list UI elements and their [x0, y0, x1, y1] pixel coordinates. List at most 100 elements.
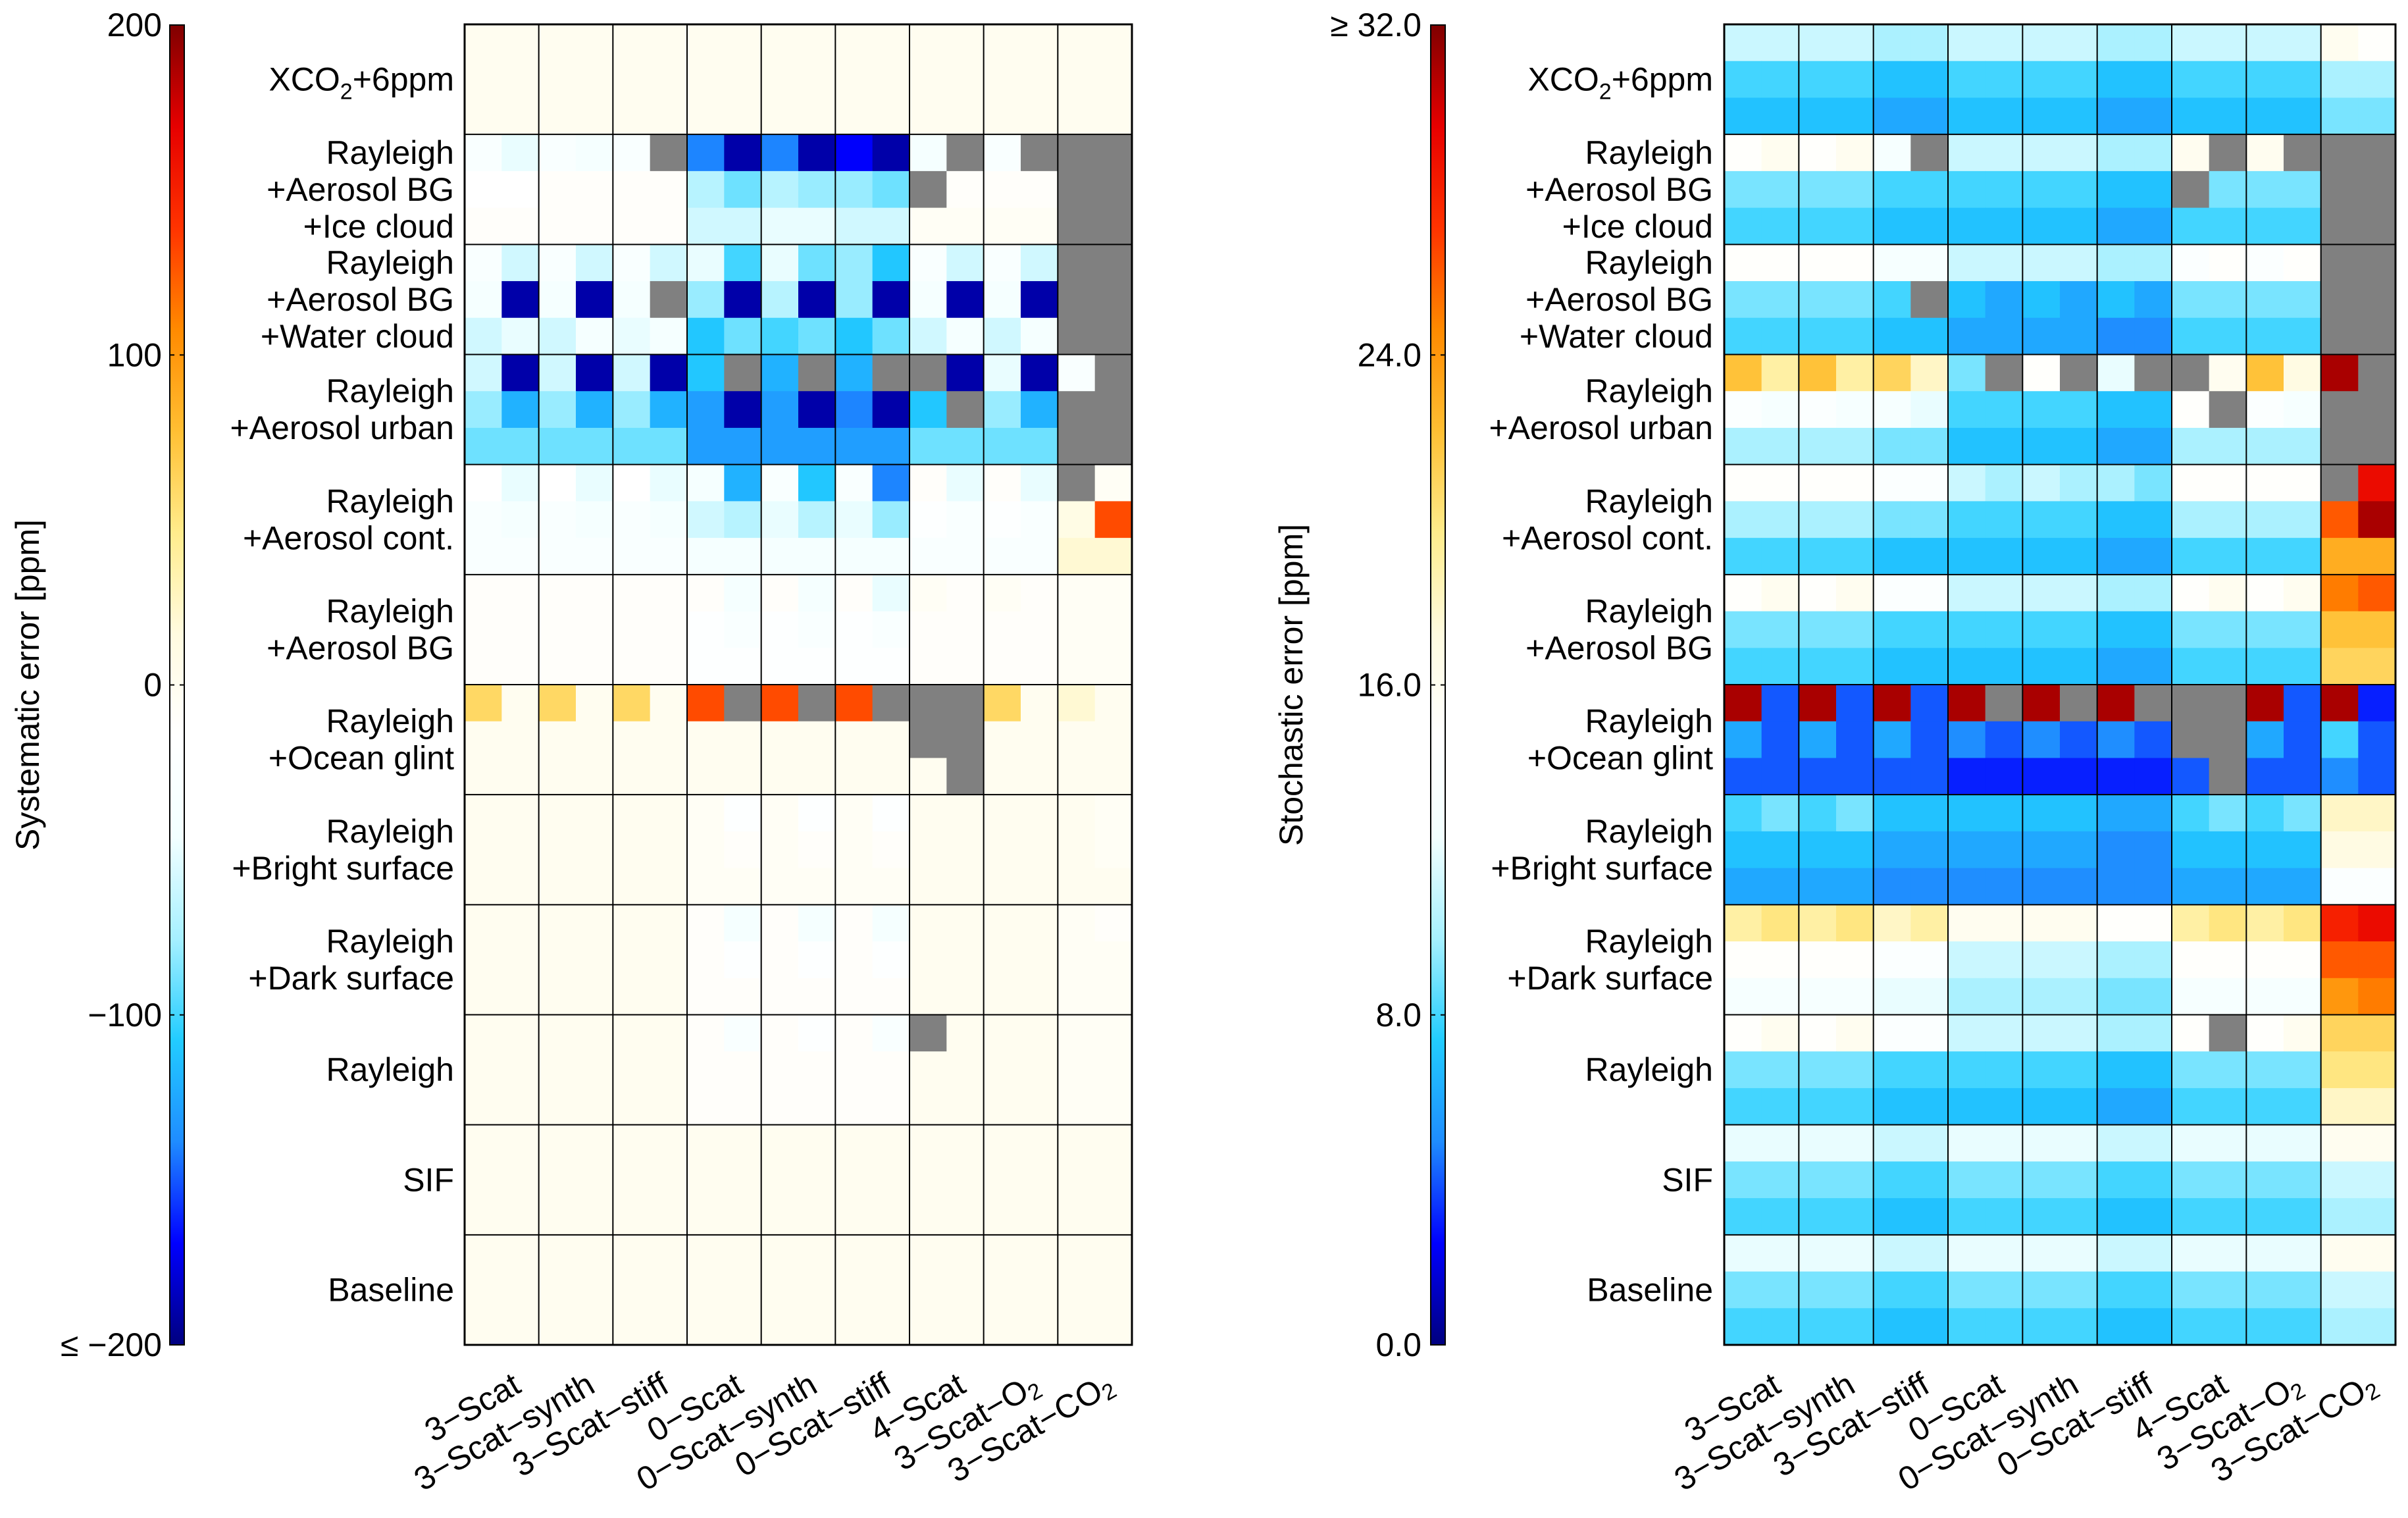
stochastic-cell	[1836, 244, 1874, 282]
stochastic-cell	[2358, 758, 2396, 795]
stochastic-cell	[1873, 134, 1911, 172]
stochastic-cell	[2209, 1308, 2247, 1346]
stochastic-cell	[1985, 427, 2023, 465]
stochastic-cell	[2246, 464, 2284, 502]
stochastic-cell	[1910, 134, 1949, 172]
systematic-cell	[835, 1198, 873, 1236]
systematic-cell	[1094, 831, 1133, 869]
systematic-cell	[983, 464, 1021, 502]
systematic-cell	[761, 978, 799, 1016]
stochastic-cell	[2134, 941, 2172, 979]
systematic-cell	[983, 978, 1021, 1016]
systematic-cell	[946, 1087, 985, 1126]
systematic-cell	[501, 1161, 540, 1199]
systematic-cell	[501, 464, 540, 502]
systematic-cell	[538, 574, 576, 612]
systematic-cell	[650, 1234, 688, 1272]
systematic-cell	[761, 904, 799, 942]
systematic-cell	[835, 1124, 873, 1162]
systematic-cell	[798, 1234, 836, 1272]
systematic-cell	[465, 978, 502, 1016]
systematic-cell	[538, 648, 576, 685]
systematic-cell	[872, 611, 910, 648]
stochastic-cell	[1724, 61, 1762, 99]
systematic-cell	[576, 721, 613, 759]
systematic-cell	[835, 648, 873, 685]
stochastic-cell	[1910, 574, 1949, 612]
systematic-cell	[613, 170, 651, 209]
stochastic-cell	[1873, 1198, 1911, 1236]
stochastic-cell	[2320, 61, 2359, 99]
systematic-cell	[761, 354, 799, 392]
systematic-cell	[1058, 1014, 1096, 1052]
systematic-cell	[946, 1051, 985, 1089]
systematic-cell	[872, 868, 910, 905]
systematic-cell	[1058, 464, 1096, 502]
systematic-cell	[724, 868, 762, 905]
stochastic-cell	[1799, 648, 1837, 685]
systematic-cell	[576, 1124, 613, 1162]
systematic-cell	[613, 1198, 651, 1236]
systematic-cell	[538, 611, 576, 648]
stochastic-cell	[2246, 1087, 2284, 1126]
stochastic-cell	[1948, 574, 1986, 612]
stochastic-cell	[2358, 281, 2396, 319]
systematic-cell	[650, 501, 688, 538]
stochastic-cell	[2097, 1014, 2135, 1052]
systematic-cell	[650, 1198, 688, 1236]
stochastic-cell	[2097, 61, 2135, 99]
stochastic-cell	[2022, 391, 2061, 429]
systematic-cell	[687, 134, 725, 172]
stochastic-cell	[1910, 1161, 1949, 1199]
stochastic-cell	[1799, 391, 1837, 429]
stochastic-cell	[1724, 941, 1762, 979]
stochastic-cell	[1799, 61, 1837, 99]
systematic-cell	[1094, 685, 1133, 722]
systematic-cell	[501, 868, 540, 905]
systematic-cell	[724, 721, 762, 759]
stochastic-cell	[2134, 501, 2172, 538]
systematic-cell	[983, 354, 1021, 392]
stochastic-cell	[2022, 941, 2061, 979]
systematic-cell	[872, 97, 910, 135]
stochastic-cell	[1910, 1051, 1949, 1089]
stochastic-cell	[1873, 758, 1911, 795]
stochastic-cell	[2172, 61, 2210, 99]
stochastic-cell	[2134, 464, 2172, 502]
stochastic-cell	[2284, 281, 2322, 319]
systematic-cell	[576, 611, 613, 648]
systematic-cell	[501, 831, 540, 869]
systematic-cell	[835, 207, 873, 245]
stochastic-cell	[2246, 1198, 2284, 1236]
stochastic-cell	[1724, 24, 1762, 62]
stochastic-cell	[2358, 941, 2396, 979]
systematic-cell	[872, 538, 910, 575]
stochastic-cell	[2022, 170, 2061, 209]
stochastic-cell	[2134, 134, 2172, 172]
stochastic-cell	[2097, 354, 2135, 392]
stochastic-cell	[1985, 244, 2023, 282]
stochastic-cell	[1985, 904, 2023, 942]
systematic-cell	[983, 427, 1021, 465]
systematic-cell	[1058, 648, 1096, 685]
systematic-cell	[909, 648, 947, 685]
systematic-cell	[1058, 427, 1096, 465]
systematic-cell	[798, 721, 836, 759]
stochastic-cell	[2060, 1124, 2098, 1162]
systematic-cell	[835, 611, 873, 648]
stochastic-cell	[1948, 170, 1986, 209]
systematic-cell	[1058, 24, 1096, 62]
stochastic-cell	[2209, 244, 2247, 282]
stochastic-cell	[1799, 1014, 1837, 1052]
stochastic-cell	[2246, 501, 2284, 538]
systematic-cell	[946, 795, 985, 832]
systematic-cell	[872, 904, 910, 942]
systematic-cell	[761, 244, 799, 282]
systematic-cell	[1094, 170, 1133, 209]
systematic-cell	[465, 1271, 502, 1309]
stochastic-cell	[2060, 244, 2098, 282]
stochastic-cell	[1836, 978, 1874, 1016]
stochastic-cell	[1724, 611, 1762, 648]
systematic-cell	[724, 538, 762, 575]
stochastic-cell	[1761, 941, 1799, 979]
